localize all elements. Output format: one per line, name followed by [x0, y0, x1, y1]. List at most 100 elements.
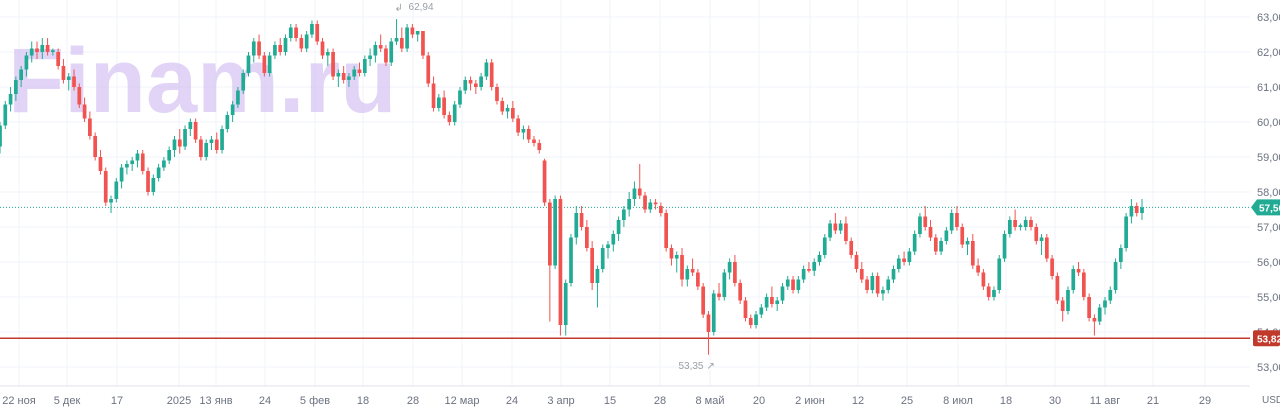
y-axis[interactable]: 53,0054,0055,0056,0057,0058,0059,0060,00…: [1257, 12, 1280, 374]
x-tick-label: 17: [111, 395, 123, 407]
candle: [1029, 216, 1033, 231]
x-tick-label: 28: [407, 395, 419, 407]
candle: [1039, 234, 1044, 255]
candle: [415, 31, 420, 42]
candle: [870, 272, 875, 294]
candle: [495, 83, 499, 105]
candle: [484, 59, 489, 80]
candle: [912, 230, 917, 255]
candle: [976, 258, 980, 276]
candle: [579, 206, 584, 231]
candle: [896, 255, 901, 273]
candle: [436, 94, 441, 112]
candle: [844, 216, 848, 245]
candle: [711, 290, 716, 336]
candle: [822, 234, 827, 259]
candle: [8, 87, 13, 112]
candle: [378, 34, 383, 52]
candle: [833, 213, 838, 234]
x-tick-label: 24: [506, 395, 518, 407]
candle: [643, 192, 647, 213]
candle: [955, 206, 959, 231]
candle: [595, 265, 600, 308]
candle: [701, 283, 706, 318]
candle: [500, 97, 505, 115]
candle: [690, 258, 695, 276]
x-tick-label: 30: [1049, 395, 1061, 407]
candle: [1007, 216, 1012, 238]
candle: [114, 178, 119, 203]
candle: [611, 230, 616, 252]
x-tick-label: 21: [1147, 395, 1159, 407]
candle: [616, 216, 621, 241]
candle: [294, 24, 298, 42]
candle: [1055, 272, 1060, 304]
candle: [1076, 262, 1081, 276]
candle: [246, 52, 251, 77]
candle: [521, 125, 526, 140]
candle: [325, 48, 330, 66]
candle: [1113, 258, 1118, 294]
candle: [637, 164, 642, 199]
candle: [696, 269, 700, 290]
candle: [442, 90, 446, 119]
candle: [627, 192, 632, 217]
candle: [130, 157, 135, 171]
candle: [405, 24, 409, 52]
x-tick-label: 12: [852, 395, 864, 407]
candle: [199, 136, 203, 161]
candle: [706, 311, 711, 355]
candle: [230, 101, 235, 122]
candle: [172, 136, 177, 157]
y-tick-label: 53,00: [1257, 362, 1280, 374]
candle: [93, 132, 98, 161]
candle: [532, 136, 536, 147]
candle: [273, 41, 277, 59]
candle: [24, 52, 29, 77]
candle: [563, 279, 568, 336]
candle: [854, 251, 859, 273]
candle: [177, 129, 182, 154]
candle: [849, 237, 854, 259]
candle: [574, 206, 579, 245]
candle: [225, 111, 230, 133]
candle: [193, 118, 198, 143]
y-tick-label: 55,00: [1257, 292, 1280, 304]
candle: [77, 83, 82, 108]
candle: [0, 122, 2, 154]
currency-label[interactable]: USD: [1262, 395, 1280, 406]
candle: [125, 160, 129, 175]
candle: [188, 118, 193, 136]
candle: [299, 34, 304, 52]
candle: [389, 38, 394, 66]
candle: [717, 283, 721, 301]
candle: [738, 279, 743, 304]
x-tick-label: 2025: [167, 395, 191, 407]
candle: [606, 241, 610, 259]
candle: [944, 227, 949, 245]
candle: [796, 276, 801, 294]
x-axis[interactable]: 22 ноя 5 дек 17 2025 13 янв 24 5 фев 18 28 12 мар…: [2, 395, 1211, 407]
candle: [1018, 223, 1023, 231]
candle: [35, 41, 39, 59]
x-tick-label: 3 апр: [547, 395, 574, 407]
candle: [362, 55, 367, 77]
x-tick-label: 20: [753, 395, 765, 407]
candle: [669, 244, 674, 266]
x-tick-label: 24: [259, 395, 271, 407]
candle: [902, 251, 906, 266]
candle: [88, 111, 92, 140]
candle: [1124, 213, 1128, 252]
y-tick-label: 57,00: [1257, 222, 1280, 234]
candle: [399, 27, 404, 52]
candle: [1119, 244, 1123, 269]
max-arrow-icon: ↲: [395, 3, 403, 14]
candle: [918, 213, 922, 238]
x-tick-label: 8 май: [696, 395, 725, 407]
candle: [886, 276, 891, 294]
candle: [1034, 223, 1039, 245]
candle: [1129, 199, 1134, 224]
candle: [331, 48, 335, 80]
candle: [98, 150, 103, 175]
